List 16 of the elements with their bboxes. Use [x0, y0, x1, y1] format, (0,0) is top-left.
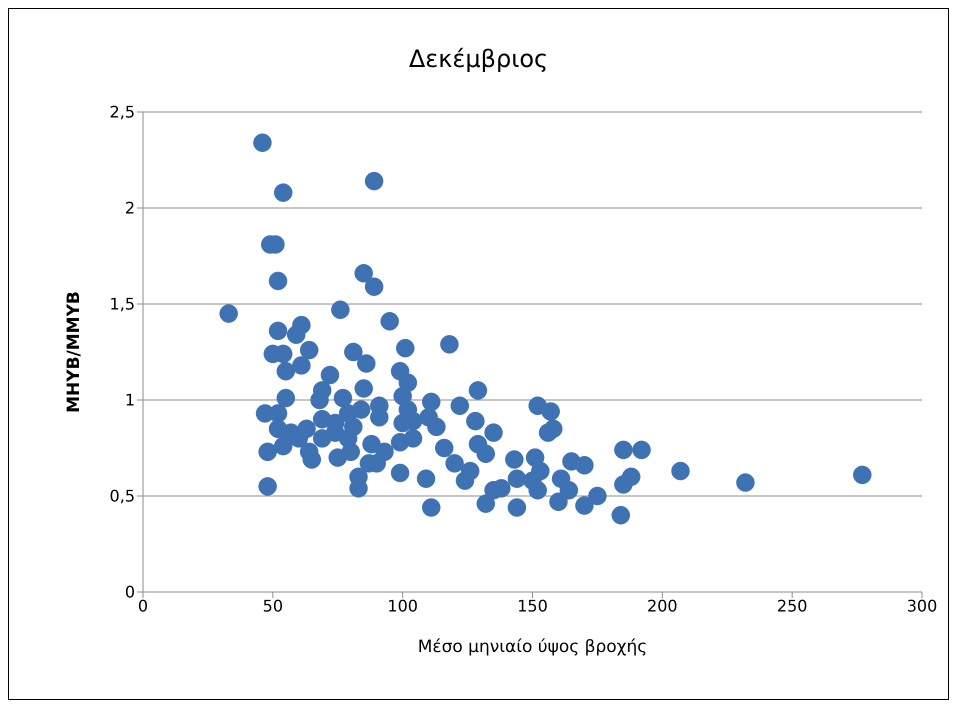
x-tick-label: 200	[647, 596, 678, 616]
x-tick-label: 300	[906, 596, 938, 616]
y-tick-label: 1,5	[110, 294, 135, 314]
y-tick-label: 1	[124, 390, 135, 410]
x-tick-label: 0	[138, 596, 148, 616]
x-tick-label: 250	[776, 596, 808, 616]
y-tick-label: 0	[124, 582, 135, 602]
x-tick-label: 100	[387, 596, 418, 616]
x-tick-label: 50	[262, 596, 284, 616]
chart-title: Δεκέμβριος	[408, 45, 550, 73]
y-tick-label: 2	[124, 198, 135, 218]
y-tick-label: 0,5	[110, 486, 135, 506]
y-tick-label: 2,5	[110, 102, 135, 122]
x-tick-label: 150	[517, 596, 548, 616]
y-axis-title: ΜΗΥΒ/ΜΜΥΒ	[64, 291, 84, 413]
x-axis-title: Μέσο μηνιαίο ύψος βροχής	[418, 637, 648, 657]
